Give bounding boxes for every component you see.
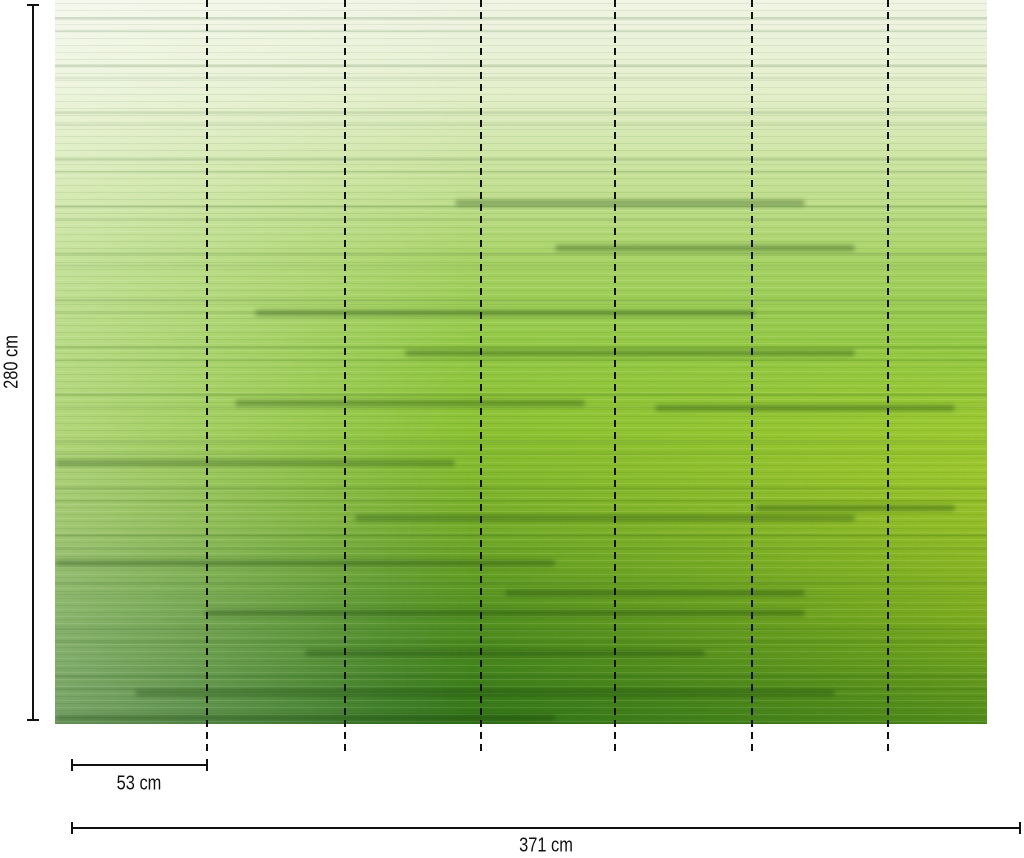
mural-image [55,0,987,724]
dark-streak [135,690,835,696]
dark-streak [55,560,555,566]
mural-dark-streaks [55,0,987,724]
height-dimension-line [27,4,39,721]
mural-fine-lines [55,0,987,724]
mural-yellow-tint [55,0,987,724]
total-width-dimension-line [71,822,1021,834]
dark-streak [255,310,755,316]
mural-highlight [55,0,987,724]
panel-dividers [206,0,889,752]
dark-streak [505,590,805,596]
dark-streak [205,610,805,616]
dark-streak [405,350,855,356]
total-width-label: 371 cm [519,834,573,857]
dark-streak [55,715,555,721]
height-label: 280 cm [0,335,23,389]
mural-streaks [55,0,987,724]
dark-streak [55,460,455,466]
dark-streak [355,515,855,521]
dark-streak [755,505,955,511]
dark-streak [235,400,585,406]
dark-streak [555,245,855,251]
panel-width-dimension-line [71,759,208,771]
dark-streak [655,405,955,411]
dark-streak [455,200,805,206]
panel-width-label: 53 cm [116,772,162,795]
dark-streak [305,650,705,656]
